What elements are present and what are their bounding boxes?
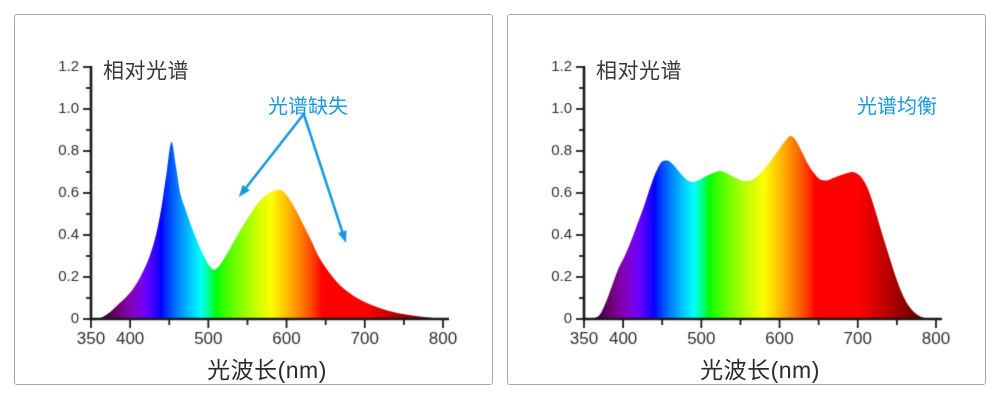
spectrum-canvas-right	[508, 15, 985, 384]
x-axis-title: 光波长(nm)	[207, 357, 327, 383]
spectrum-canvas-left	[15, 15, 492, 384]
chart-panel-spectrum-gap: 相对光谱 光谱缺失 光波长(nm)	[14, 14, 493, 385]
x-axis-title: 光波长(nm)	[700, 357, 820, 383]
annotation-spectrum-gap: 光谱缺失	[268, 96, 348, 118]
chart-title: 相对光谱	[103, 60, 189, 83]
chart-title: 相对光谱	[596, 60, 682, 83]
chart-panel-spectrum-balanced: 相对光谱 光谱均衡 光波长(nm)	[507, 14, 986, 385]
annotation-spectrum-balanced: 光谱均衡	[857, 96, 937, 118]
